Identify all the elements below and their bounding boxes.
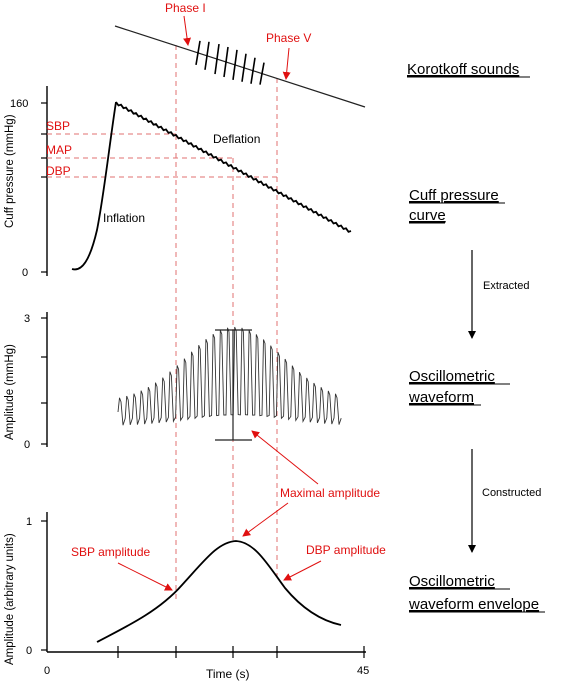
cuff-ytick-160: 160 bbox=[10, 98, 28, 110]
korotkoff-spike bbox=[223, 46, 229, 78]
envelope-panel: 1 0 Amplitude (arbitrary units) 0 45 Tim… bbox=[4, 430, 386, 681]
phase1-arrow bbox=[183, 15, 192, 46]
oscillometric-waveform bbox=[117, 326, 342, 426]
cuff-y-axis-label: Cuff pressure (mmHg) bbox=[4, 114, 16, 228]
korotkoff-spike bbox=[250, 57, 256, 84]
deflation-label: Deflation bbox=[213, 132, 260, 146]
korotkoff-sounds-title: Korotkoff sounds bbox=[407, 61, 519, 78]
cuff-curve-title-line1: Cuff pressure bbox=[409, 187, 499, 204]
korotkoff-panel: Phase I Phase V bbox=[114, 1, 366, 108]
maximal-amplitude-arrow-up bbox=[251, 430, 319, 485]
osc-waveform-title-line1: Oscillometric bbox=[409, 368, 495, 385]
right-labels: Korotkoff sounds Cuff pressure curve Ext… bbox=[407, 61, 545, 613]
cuff-ytick-0: 0 bbox=[22, 267, 28, 279]
dbp-amplitude-label: DBP amplitude bbox=[306, 543, 386, 557]
sbp-amplitude-label: SBP amplitude bbox=[71, 545, 150, 559]
maximal-amplitude-label: Maximal amplitude bbox=[280, 486, 380, 500]
maximal-amplitude-arrow-down bbox=[242, 502, 289, 537]
korotkoff-spike bbox=[195, 40, 201, 66]
korotkoff-spikes bbox=[195, 40, 265, 85]
sbp-label: SBP bbox=[46, 119, 70, 133]
env-ytick-1: 1 bbox=[26, 516, 32, 528]
korotkoff-pressure-line bbox=[114, 25, 366, 108]
phase5-label: Phase V bbox=[266, 31, 311, 45]
osc-y-axis-label: Amplitude (mmHg) bbox=[4, 344, 16, 440]
envelope-title-line2: waveform envelope bbox=[408, 596, 539, 613]
phase1-label: Phase I bbox=[165, 1, 206, 15]
korotkoff-spike bbox=[214, 43, 220, 75]
time-axis-label: Time (s) bbox=[206, 667, 250, 681]
extracted-label: Extracted bbox=[483, 280, 529, 292]
constructed-label: Constructed bbox=[482, 487, 541, 499]
deflation-curve bbox=[115, 101, 352, 233]
phase5-arrow bbox=[282, 47, 291, 80]
cuff-pressure-panel: 160 0 Cuff pressure (mmHg) SBP MAP DBP I… bbox=[4, 86, 352, 279]
osc-waveform-title-line2: waveform bbox=[408, 389, 474, 406]
map-label: MAP bbox=[46, 143, 72, 157]
korotkoff-spike bbox=[232, 49, 238, 80]
time-x45-label: 45 bbox=[357, 665, 369, 677]
korotkoff-spike bbox=[259, 62, 265, 85]
korotkoff-spike bbox=[241, 53, 247, 82]
time-x0-label: 0 bbox=[44, 665, 50, 677]
env-ytick-0: 0 bbox=[26, 645, 32, 657]
sbp-amplitude-arrow bbox=[117, 562, 173, 591]
envelope-title-line1: Oscillometric bbox=[409, 573, 495, 590]
korotkoff-spike bbox=[204, 41, 210, 70]
env-y-axis-label: Amplitude (arbitrary units) bbox=[4, 533, 16, 665]
osc-ytick-0: 0 bbox=[24, 439, 30, 451]
osc-ytick-3: 3 bbox=[24, 313, 30, 325]
envelope-curve bbox=[96, 540, 342, 643]
dbp-amplitude-arrow bbox=[283, 560, 322, 581]
inflation-curve bbox=[71, 101, 117, 271]
inflation-label: Inflation bbox=[103, 211, 145, 225]
oscillometric-panel: 3 0 Amplitude (mmHg) bbox=[4, 312, 342, 451]
cuff-curve-title-line2: curve bbox=[409, 207, 446, 224]
dbp-label: DBP bbox=[46, 164, 71, 178]
